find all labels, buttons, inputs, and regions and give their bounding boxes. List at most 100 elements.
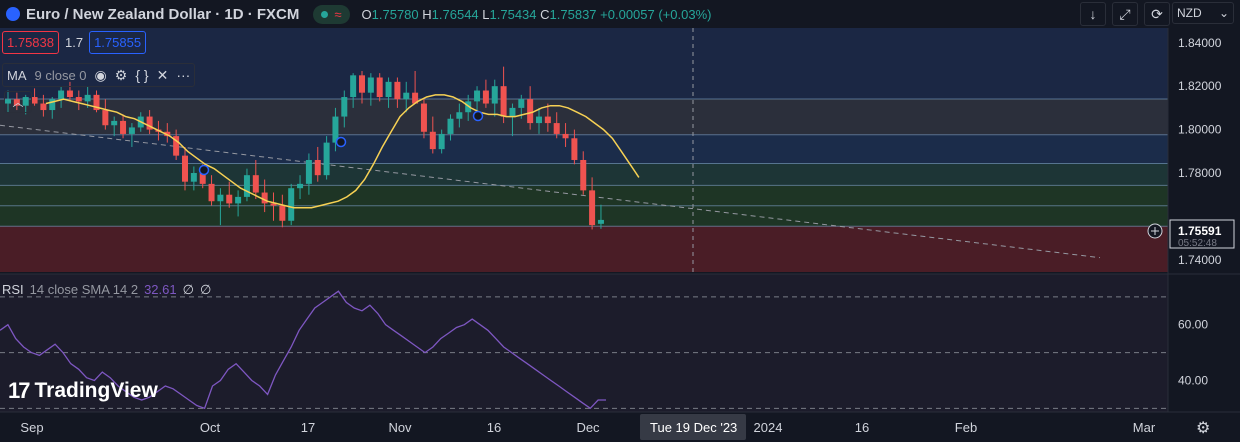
wave-icon: ≈: [334, 6, 342, 22]
candle-body: [580, 159, 587, 191]
candle-body: [571, 138, 578, 160]
time-tick: Nov: [388, 420, 412, 435]
candle-body: [314, 159, 321, 176]
arrow-down-icon[interactable]: ↓: [1080, 2, 1106, 26]
candle-body: [509, 107, 516, 117]
ma-params: 9 close 0: [34, 67, 87, 83]
snapshot-icon[interactable]: ⟳: [1144, 2, 1170, 26]
candle-body: [597, 219, 604, 224]
candle-body: [22, 97, 29, 106]
candle-body: [93, 94, 100, 111]
candle-body: [217, 194, 224, 202]
candle-body: [420, 103, 427, 132]
price-zone: [0, 226, 1168, 272]
price-zone: [0, 205, 1168, 227]
candle-body: [226, 194, 233, 204]
candle-body: [447, 118, 454, 134]
price-tick: 1.84000: [1178, 36, 1222, 50]
candle-body: [553, 123, 560, 134]
candle-body: [367, 77, 374, 93]
candle-body: [261, 192, 268, 204]
rsi-value: 32.61: [144, 282, 177, 297]
currency-label: NZD: [1177, 6, 1202, 20]
candle-body: [589, 190, 596, 226]
candle-body: [482, 90, 489, 104]
candle-body: [279, 205, 286, 221]
sell-button[interactable]: 1.75838: [2, 31, 59, 54]
candle-body: [359, 75, 365, 93]
time-tick: Feb: [955, 420, 977, 435]
candle-body: [429, 131, 436, 150]
time-tick: Sep: [20, 420, 43, 435]
chart-header: Euro / New Zealand Dollar · 1D · FXCM ≈ …: [0, 0, 711, 28]
candle-body: [438, 133, 445, 150]
currency-select[interactable]: NZD ⌄: [1172, 2, 1234, 24]
candle-body: [199, 173, 206, 184]
candle-body: [208, 183, 215, 202]
rsi-levels: [0, 296, 1168, 409]
rsi-legend[interactable]: RSI 14 close SMA 14 2 32.61 ∅ ∅: [2, 282, 211, 298]
time-tick: Mar: [1133, 420, 1156, 435]
candle-body: [252, 175, 259, 193]
settings-icon[interactable]: ⚙: [1196, 420, 1211, 437]
candle-body: [270, 203, 277, 206]
ma-legend[interactable]: MA 9 close 0 ◉ ⚙ { } ✕ ···: [2, 63, 196, 87]
candle-body: [111, 120, 118, 126]
ma-marker: [198, 164, 210, 176]
collapse-legend-button[interactable]: ︿: [4, 91, 32, 113]
price-tick: 1.82000: [1178, 79, 1222, 93]
candle-body: [376, 77, 383, 98]
candle-body: [491, 86, 498, 104]
ma-marker: [472, 110, 484, 122]
candle-body: [518, 99, 525, 108]
candle-body: [385, 81, 392, 98]
more-icon[interactable]: ···: [176, 67, 191, 83]
candle-body: [305, 159, 312, 184]
rsi-axis-ticks: 60.00 40.00: [1178, 318, 1208, 388]
rsi-name: RSI: [2, 282, 24, 297]
current-price-label: 1.75591 05:52:48: [1169, 219, 1235, 249]
price-axis-ticks: 1.84000 1.82000 1.80000 1.78000 1.74000: [1178, 36, 1222, 267]
candle-body: [350, 75, 357, 98]
candle-body: [13, 99, 20, 106]
moving-average-line: [45, 94, 640, 209]
candle-body: [288, 188, 295, 221]
buy-button[interactable]: 1.75855: [89, 31, 147, 54]
svg-text:Tue 19 Dec '23: Tue 19 Dec '23: [650, 420, 737, 435]
candle-body: [173, 136, 180, 156]
candle-body: [75, 97, 82, 102]
candle-body: [49, 99, 56, 111]
crosshair-time-label: Tue 19 Dec '23: [640, 414, 746, 440]
eye-icon[interactable]: ◉: [94, 66, 107, 83]
price-zone: [0, 98, 1168, 135]
fullscreen-icon[interactable]: ⤢: [1112, 2, 1138, 26]
spread-value: 1.7: [65, 35, 84, 50]
price-label-current: 1.75591: [1178, 224, 1222, 238]
market-status[interactable]: ≈: [313, 4, 350, 24]
flag-icon: [6, 7, 20, 21]
candle-body: [190, 173, 197, 182]
braces-icon[interactable]: { }: [135, 67, 149, 83]
candle-body: [456, 112, 463, 119]
logo-mark: 17: [8, 378, 31, 403]
candle-body: [341, 97, 348, 117]
symbol-title[interactable]: Euro / New Zealand Dollar · 1D · FXCM: [26, 5, 300, 23]
rsi-value-3: ∅: [199, 282, 212, 297]
logo-text: TradingView: [34, 379, 158, 402]
close-icon[interactable]: ✕: [156, 66, 169, 83]
candle-body: [182, 155, 188, 182]
candle-body: [403, 92, 410, 100]
candle-body: [31, 97, 38, 104]
price-zone: [0, 134, 1168, 164]
chevron-down-icon: ⌄: [1218, 6, 1229, 20]
candle-body: [102, 110, 109, 126]
candle-body: [544, 116, 551, 124]
market-open-icon: [321, 10, 329, 18]
gear-icon[interactable]: ⚙: [114, 66, 128, 83]
rsi-params: 14 close SMA 14 2: [29, 282, 139, 297]
rsi-tick: 40.00: [1178, 373, 1208, 387]
candle-body: [40, 103, 47, 111]
price-zone: [0, 28, 1168, 99]
candle-body: [474, 90, 481, 102]
